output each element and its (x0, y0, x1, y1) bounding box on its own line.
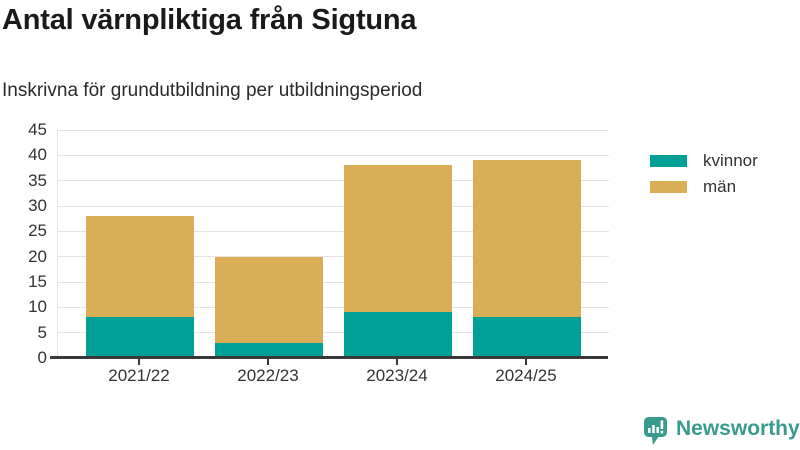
y-tick-label: 15 (28, 272, 47, 291)
bar-segment-kvinnor (473, 317, 581, 358)
bar-2023/24 (344, 165, 452, 358)
x-tick (267, 359, 269, 365)
brand-name: Newsworthy (676, 417, 800, 440)
bar-2021/22 (86, 216, 194, 358)
y-tick-label: 25 (28, 221, 47, 241)
gridline (58, 129, 609, 131)
legend-swatch (650, 180, 687, 193)
legend-item-kvinnor: kvinnor (650, 150, 758, 171)
y-tick-label: 0 (37, 348, 47, 367)
gridline (58, 154, 609, 156)
bar-segment-kvinnor (344, 312, 452, 358)
legend-label: män (703, 176, 737, 196)
gridline (58, 180, 609, 182)
x-tick (138, 359, 140, 365)
y-tick-label: 10 (28, 297, 47, 317)
gridline (58, 332, 609, 334)
bar-segment-män (473, 160, 581, 318)
legend-label: kvinnor (703, 150, 758, 170)
x-tick-label: 2023/24 (366, 366, 428, 385)
x-tick-label: 2022/23 (237, 366, 299, 385)
bar-segment-kvinnor (86, 317, 194, 358)
y-tick-label: 45 (28, 120, 47, 139)
plot-area (57, 129, 609, 358)
gridline (58, 230, 609, 232)
y-tick-label: 40 (28, 145, 47, 165)
legend-swatch (650, 154, 687, 167)
gridline (58, 281, 609, 283)
x-tick (396, 359, 398, 365)
bar-2022/23 (215, 256, 323, 358)
y-tick-label: 30 (28, 196, 47, 215)
x-axis-line (50, 356, 608, 359)
brand-footer: Newsworthy (644, 415, 800, 445)
x-tick-label: 2021/22 (108, 366, 170, 385)
gridline (58, 205, 609, 207)
chart-title: Antal värnpliktiga från Sigtuna (2, 4, 417, 36)
legend: kvinnor män (650, 150, 758, 202)
chart-subtitle: Inskrivna för grundutbildning per utbild… (2, 80, 423, 101)
bar-2024/25 (473, 160, 581, 358)
x-tick (525, 359, 527, 365)
bar-segment-män (215, 256, 323, 343)
gridline (58, 306, 609, 308)
y-tick-label: 20 (28, 246, 47, 266)
y-tick-label: 5 (37, 322, 47, 342)
bar-segment-kvinnor (215, 342, 323, 358)
gridline (58, 256, 609, 258)
newsworthy-logo-icon (644, 417, 667, 445)
bar-segment-män (344, 165, 452, 313)
bar-segment-män (86, 216, 194, 318)
y-tick-label: 35 (28, 170, 47, 190)
x-tick-label: 2024/25 (495, 366, 557, 385)
legend-item-män: män (650, 176, 758, 197)
